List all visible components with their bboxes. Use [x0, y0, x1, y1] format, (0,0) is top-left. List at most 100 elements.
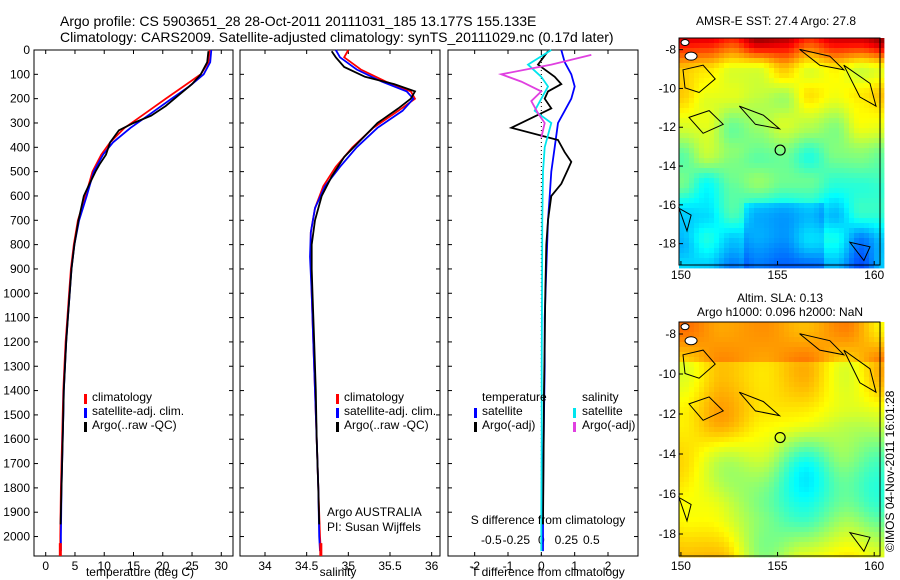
series-line-argo: [59, 51, 210, 525]
map-x-tick-label: 160: [864, 559, 884, 573]
temp-legend-swatch-argo: [84, 422, 87, 432]
coastline: [682, 349, 716, 379]
diff-legend-swatch-s-satellite: [573, 408, 576, 418]
x-tick-label: 10: [98, 559, 112, 573]
y-tick-label: 1000: [3, 286, 30, 300]
argo-location-marker: [774, 431, 786, 444]
top-tick-label: -0.25: [503, 533, 531, 547]
y-tick-label: 1300: [3, 359, 30, 373]
temp-legend-climatology: climatology: [92, 390, 152, 404]
coastline: [843, 64, 877, 108]
y-tick-label: 1700: [3, 457, 30, 471]
map-y-tick-label: -18: [659, 527, 677, 541]
sal-legend-swatch-climatology: [336, 394, 339, 404]
difference-chart: -2 -1 0 1 2-0.5 -0.25 0 0.25 0.5: [447, 49, 639, 573]
series-line-t-argo: [508, 50, 573, 525]
sal-annotation-2: PI: Susan Wijffels: [327, 520, 421, 534]
sal-annotation-1: Argo AUSTRALIA: [327, 505, 422, 519]
diff-legend-t-argo: Argo(-adj): [482, 418, 535, 432]
map-x-tick-label: 160: [864, 268, 884, 282]
x-tick-label: 30: [215, 559, 229, 573]
temp-legend-swatch-climatology: [84, 394, 87, 404]
y-tick-label: 1400: [3, 384, 30, 398]
y-tick-label: 700: [10, 213, 30, 227]
temp-legend-argo: Argo(..raw -QC): [92, 418, 177, 432]
series-line-satellite-adj-clim-: [60, 49, 213, 552]
x-tick-label: 1: [571, 559, 578, 573]
y-tick-label: 1200: [3, 335, 30, 349]
y-tick-label: 800: [10, 238, 30, 252]
temp-legend-satellite: satellite-adj. clim.: [92, 404, 184, 418]
imos-credit: ©IMOS 04-Nov-2011 16:01:28: [883, 390, 897, 552]
coastline: [678, 207, 692, 233]
sst-title: AMSR-E SST: 27.4 Argo: 27.8: [696, 14, 856, 28]
coastline: [688, 396, 725, 421]
top-tick-label: -0.5: [481, 533, 502, 547]
series-line-s-satellite: [526, 49, 553, 552]
sal-legend-satellite: satellite-adj. clim.: [344, 404, 436, 418]
salinity-chart: 34 34.5 35 35.5 36: [239, 49, 441, 573]
sal-legend-swatch-argo: [336, 422, 339, 432]
x-tick-label: 36: [425, 559, 439, 573]
sla-title-1: Altim. SLA: 0.13: [737, 291, 823, 305]
series-line-climatology: [309, 49, 417, 552]
top-tick-label: 0.25: [555, 533, 579, 547]
y-tick-label: 500: [10, 165, 30, 179]
coastline: [688, 110, 725, 134]
map-y-tick-label: -12: [659, 120, 677, 134]
map-y-tick-label: -8: [665, 327, 676, 341]
sst-map: 150 155 160 -8 -10 -12 -14 -16 -18: [659, 37, 885, 282]
y-tick-label: 400: [10, 140, 30, 154]
x-tick-label: 0: [42, 559, 49, 573]
diff-legend-s-argo: Argo(-adj): [582, 418, 635, 432]
map-x-tick-label: 155: [768, 559, 788, 573]
x-tick-label: 34: [258, 559, 272, 573]
x-tick-label: 34.5: [295, 559, 319, 573]
map-x-tick-label: 150: [671, 268, 691, 282]
x-tick-label: -2: [469, 559, 480, 573]
diff-legend-temperature: temperature: [482, 390, 547, 404]
coastline: [799, 333, 846, 356]
map-y-tick-label: -12: [659, 407, 677, 421]
coastline: [799, 48, 846, 71]
sla-map: 150 155 160 -8 -10 -12 -14 -16 -18: [659, 321, 885, 573]
coastline: [738, 391, 782, 417]
temp-legend-swatch-satellite: [84, 408, 87, 418]
y-tick-label: 1500: [3, 408, 30, 422]
y-tick-label: 0: [23, 43, 30, 57]
y-tick-label: 1600: [3, 432, 30, 446]
map-y-tick-label: -10: [659, 81, 677, 95]
top-tick-label: 0.5: [583, 533, 600, 547]
x-tick-label: 5: [72, 559, 79, 573]
coastline: [678, 496, 692, 523]
x-tick-label: 20: [156, 559, 170, 573]
y-tick-label: 600: [10, 189, 30, 203]
x-tick-label: -1: [503, 559, 514, 573]
land-patch: [684, 51, 698, 61]
y-tick-label: 200: [10, 92, 30, 106]
map-y-tick-label: -10: [659, 367, 677, 381]
diff-legend-swatch-t-argo: [474, 422, 477, 432]
map-y-tick-label: -18: [659, 237, 677, 251]
coastline: [848, 241, 871, 262]
sal-legend-argo: Argo(..raw -QC): [344, 418, 429, 432]
map-frame-sst: [678, 37, 881, 266]
plot-frame-diff: [447, 49, 639, 557]
sal-xlabel: salinity: [320, 565, 357, 579]
y-tick-label: 1900: [3, 505, 30, 519]
map-y-tick-label: -8: [665, 43, 676, 57]
x-tick-label: 35.5: [378, 559, 402, 573]
argo-location-marker: [774, 144, 786, 156]
diff-legend-salinity: salinity: [582, 390, 619, 404]
y-tick-label: 900: [10, 262, 30, 276]
plot-frame-sal: [239, 49, 441, 557]
map-cells-sla: [679, 322, 885, 558]
map-x-tick-label: 150: [671, 559, 691, 573]
land-patch: [684, 336, 698, 346]
series-line-argo: [310, 50, 417, 525]
diff-legend-swatch-s-argo: [573, 422, 576, 432]
title-line-2: Climatology: CARS2009. Satellite-adjuste…: [60, 29, 614, 45]
series-line-s-argo: [497, 54, 592, 138]
land-patch: [680, 323, 690, 331]
